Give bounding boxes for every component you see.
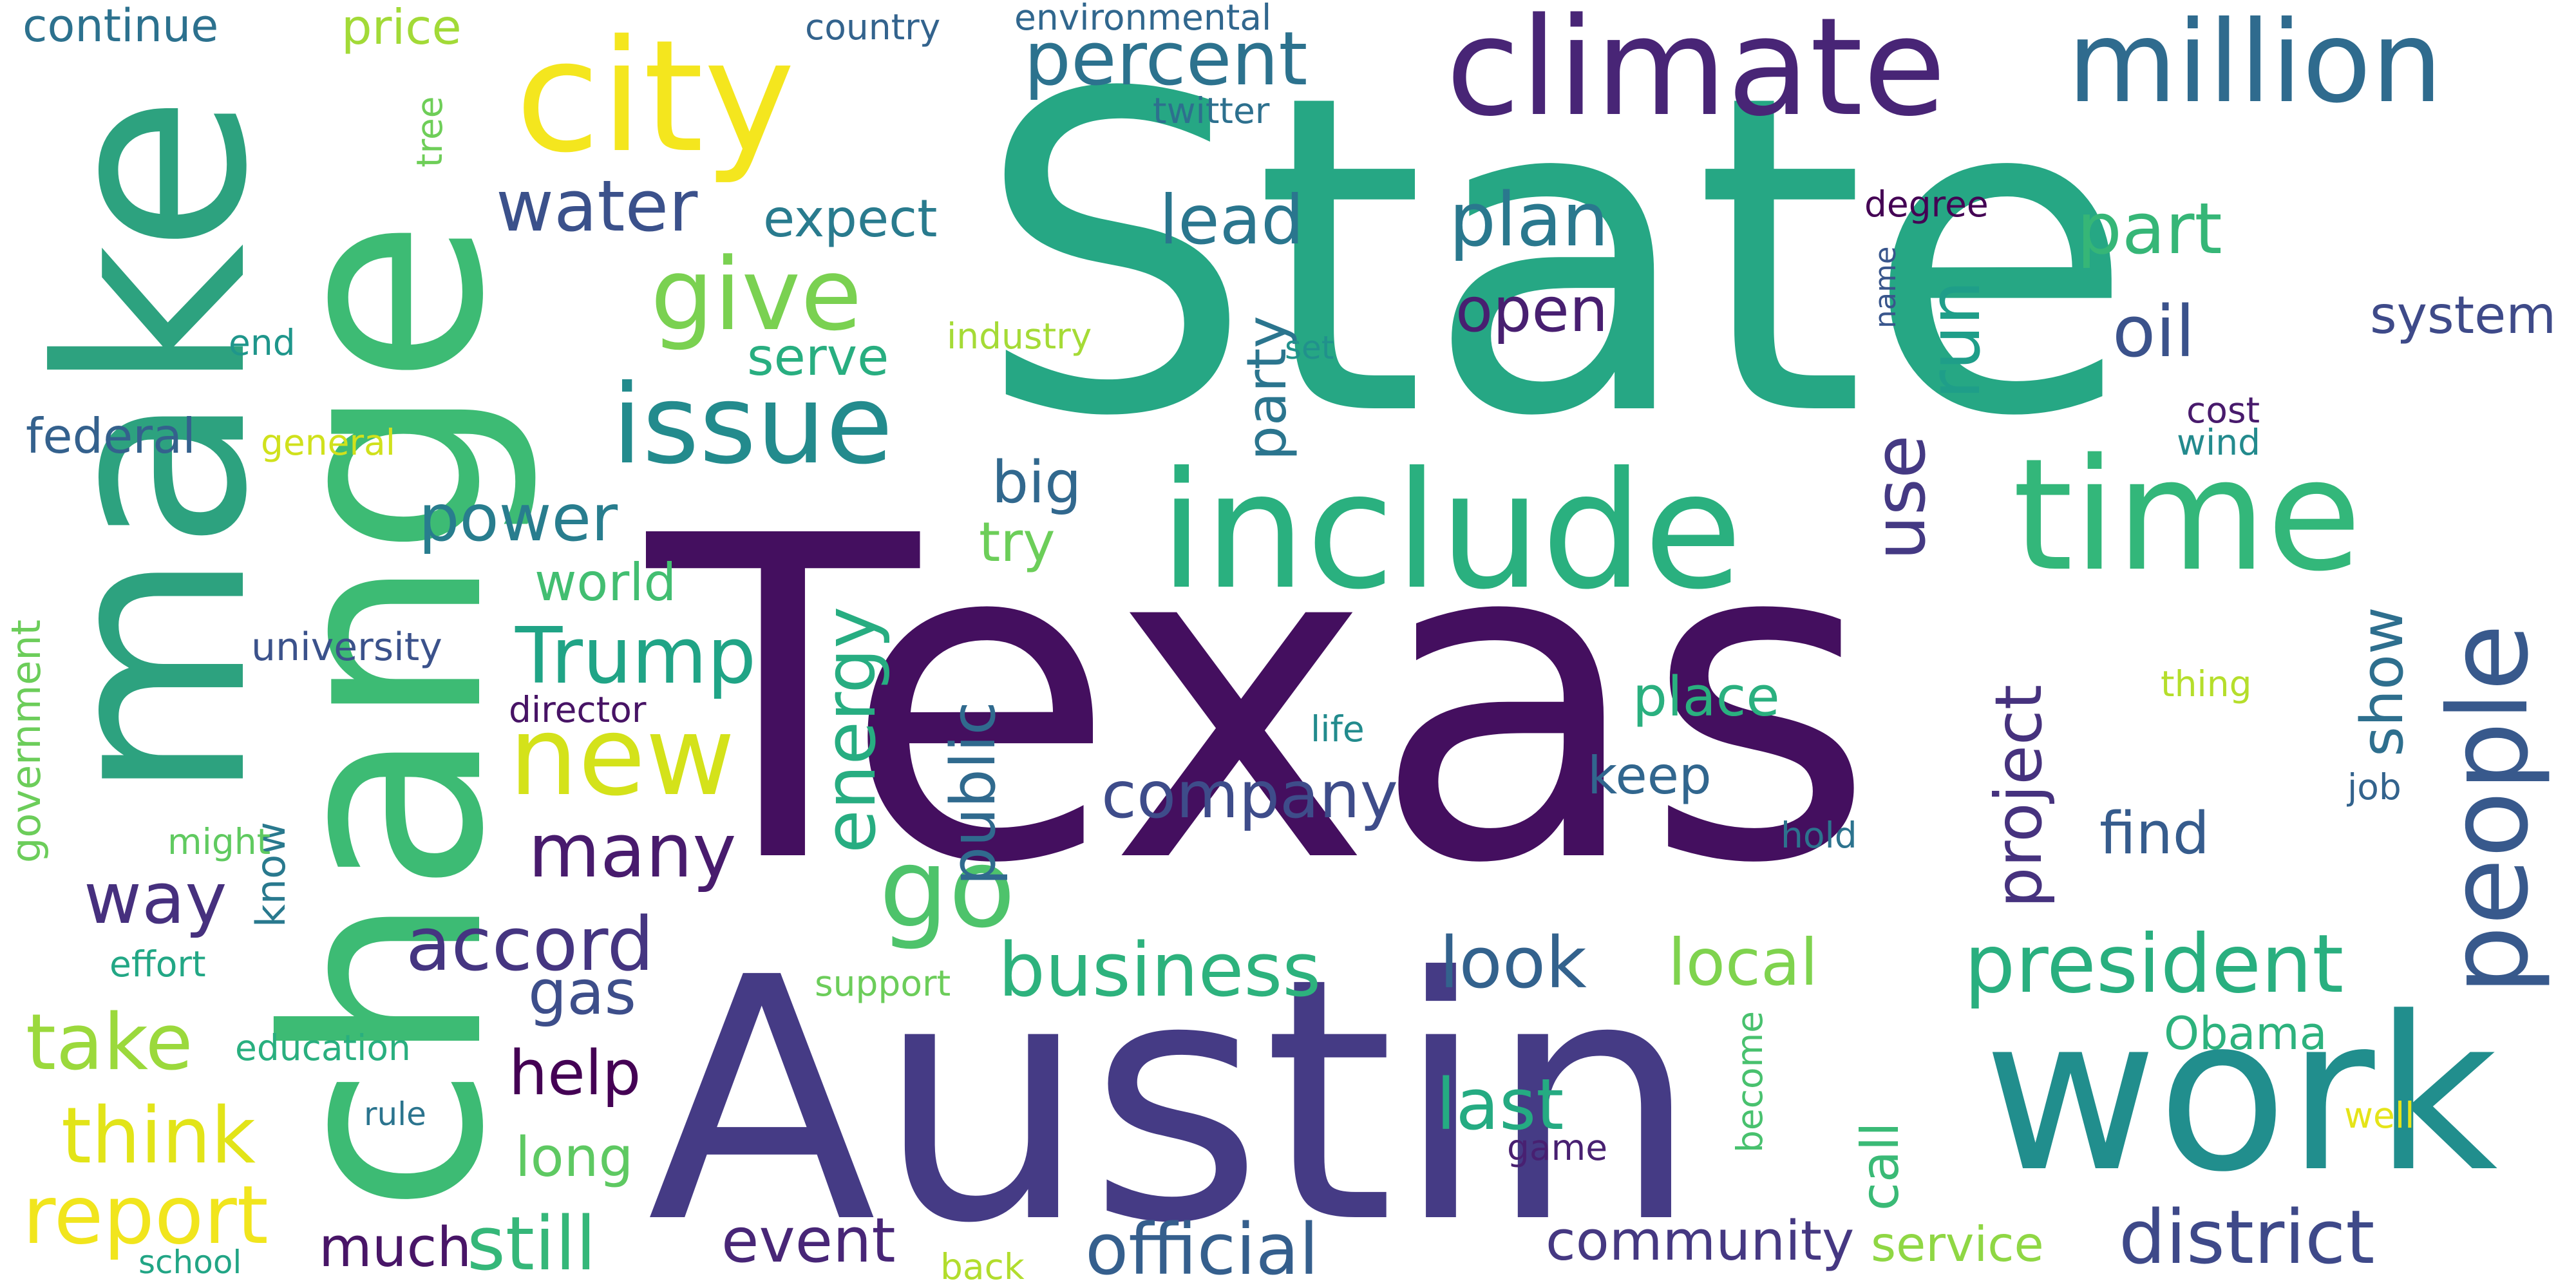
word-power: power (419, 480, 618, 556)
word-environmental: environmental (1014, 0, 1272, 38)
word-education: education (235, 1027, 411, 1068)
word-open: open (1455, 275, 1609, 346)
word-look: look (1439, 922, 1587, 1004)
word-twitter: twitter (1153, 90, 1270, 131)
word-tree: tree (409, 96, 450, 167)
word-official: official (1085, 1208, 1319, 1288)
word-thing: thing (2161, 663, 2252, 705)
word-general: general (261, 422, 396, 463)
word-cost: cost (2186, 390, 2260, 431)
word-million: million (2067, 0, 2443, 128)
word-world: world (535, 553, 677, 612)
word-back: back (940, 1246, 1025, 1287)
word-game: game (1507, 1127, 1608, 1168)
word-try: try (979, 511, 1056, 574)
word-plan: plan (1449, 177, 1609, 263)
word-part: part (2077, 187, 2222, 270)
word-country: country (805, 6, 941, 48)
word-last: last (1436, 1063, 1564, 1146)
word-state: State (976, 3, 2135, 512)
word-run: run (1913, 280, 1996, 399)
word-become: become (1729, 1010, 1770, 1153)
word-name: name (1868, 246, 1902, 328)
word-issue: issue (612, 361, 893, 489)
word-long: long (515, 1126, 634, 1189)
word-price: price (341, 0, 462, 55)
word-wind: wind (2177, 422, 2261, 463)
word-many: many (528, 808, 737, 895)
word-think: think (61, 1092, 256, 1181)
word-help: help (509, 1038, 641, 1109)
word-job: job (2347, 766, 2401, 808)
word-use: use (1859, 435, 1941, 560)
word-expect: expect (763, 189, 938, 249)
word-way: way (84, 857, 227, 940)
word-rule: rule (364, 1095, 426, 1133)
word-system: system (2370, 285, 2557, 345)
word-service: service (1871, 1216, 2044, 1273)
word-energy: energy (809, 606, 891, 853)
word-school: school (138, 1244, 242, 1281)
word-serve: serve (747, 327, 889, 387)
word-support: support (815, 963, 951, 1004)
word-district: district (2119, 1195, 2375, 1281)
word-degree: degree (1864, 184, 1989, 225)
word-accord: accord (406, 902, 654, 988)
word-life: life (1311, 708, 1365, 750)
word-austin: Austin (647, 906, 1700, 1288)
word-federal: federal (26, 408, 196, 464)
word-event: event (721, 1206, 896, 1276)
word-still: still (467, 1201, 596, 1287)
word-gas: gas (528, 958, 637, 1028)
word-go: go (879, 825, 1016, 952)
word-climate: climate (1446, 0, 1946, 146)
word-local: local (1668, 925, 1819, 1000)
word-university: university (251, 625, 442, 670)
word-end: end (229, 322, 296, 363)
word-industry: industry (947, 316, 1092, 357)
word-people: people (2425, 623, 2553, 995)
word-obama: Obama (2164, 1007, 2327, 1060)
word-percent: percent (1024, 16, 1308, 102)
word-business: business (998, 927, 1321, 1014)
word-work: work (1984, 971, 2498, 1218)
word-well: well (2344, 1095, 2415, 1136)
word-oil: oil (2112, 290, 2195, 373)
word-set: set (1285, 329, 1334, 366)
word-time: time (2012, 425, 2362, 605)
word-keep: keep (1587, 746, 1712, 806)
word-new: new (509, 693, 735, 820)
word-community: community (1546, 1209, 1855, 1273)
word-city: city (515, 6, 795, 187)
word-lead: lead (1159, 181, 1304, 260)
word-company: company (1101, 757, 1398, 833)
word-continue: continue (23, 0, 219, 52)
word-give: give (650, 236, 862, 353)
word-government: government (3, 620, 50, 863)
word-report: report (23, 1169, 269, 1262)
word-show: show (2349, 607, 2416, 757)
word-much: much (319, 1216, 472, 1280)
word-hold: hold (1781, 815, 1857, 856)
word-include: include (1159, 437, 1743, 625)
word-might: might (167, 821, 271, 862)
word-take: take (26, 998, 193, 1088)
word-call: call (1850, 1122, 1910, 1211)
word-project: project (1981, 684, 2056, 908)
word-effort: effort (109, 943, 206, 985)
word-texas: Texas (647, 443, 1876, 960)
word-president: president (1964, 918, 2344, 1011)
word-place: place (1633, 665, 1780, 729)
word-director: director (509, 689, 647, 730)
word-big: big (992, 449, 1082, 516)
word-find: find (2099, 800, 2210, 867)
word-public: public (938, 701, 1009, 886)
word-water: water (496, 165, 698, 247)
word-trump: Trump (515, 612, 757, 701)
